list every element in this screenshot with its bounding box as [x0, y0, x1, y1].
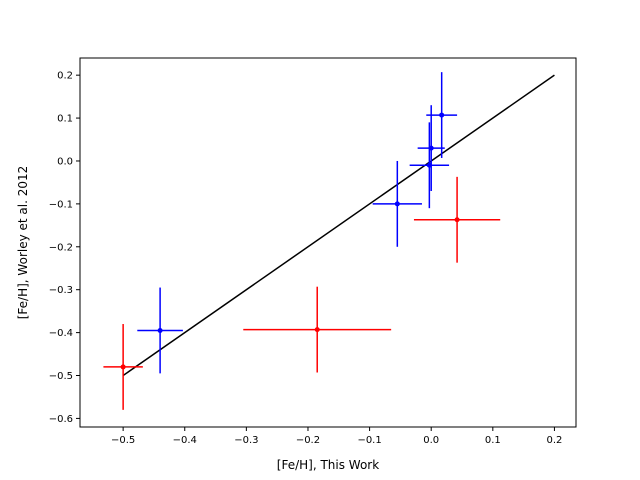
- series-1: [137, 72, 458, 374]
- reference-line: [122, 74, 555, 377]
- y-tick-label: 0.2: [57, 71, 73, 82]
- x-tick-label: −0.4: [173, 435, 197, 446]
- y-tick-label: −0.3: [49, 285, 73, 296]
- y-tick-label: −0.6: [49, 414, 73, 425]
- x-tick-label: 0.0: [423, 435, 439, 446]
- data-point: [394, 201, 400, 207]
- y-tick-label: 0.0: [57, 156, 73, 167]
- y-tick-label: −0.2: [49, 242, 73, 253]
- data-point: [157, 327, 163, 333]
- y-tick-label: −0.5: [49, 371, 73, 382]
- y-axis-label: [Fe/H], Worley et al. 2012: [16, 166, 30, 320]
- plot-area: [103, 72, 555, 410]
- data-point: [439, 112, 445, 118]
- x-tick-label: 0.2: [546, 435, 562, 446]
- x-axis: −0.5 −0.4 −0.3 −0.2 −0.1 0.0 0.1 0.2: [111, 427, 562, 446]
- data-point: [314, 327, 320, 333]
- series-2: [103, 176, 501, 410]
- data-point: [428, 145, 434, 151]
- y-tick-label: −0.1: [49, 199, 73, 210]
- x-tick-label: −0.1: [357, 435, 381, 446]
- y-tick-label: −0.4: [49, 328, 73, 339]
- y-tick-label: 0.1: [57, 114, 73, 125]
- data-point: [120, 364, 126, 370]
- x-tick-label: −0.2: [296, 435, 320, 446]
- axes-frame: [79, 57, 577, 428]
- x-tick-label: −0.3: [234, 435, 258, 446]
- x-tick-label: 0.1: [485, 435, 501, 446]
- x-axis-label: [Fe/H], This Work: [277, 458, 379, 472]
- x-tick-label: −0.5: [111, 435, 135, 446]
- data-point: [454, 217, 460, 223]
- y-axis: −0.6 −0.5 −0.4 −0.3 −0.2 −0.1 0.0 0.1 0.2: [49, 71, 80, 425]
